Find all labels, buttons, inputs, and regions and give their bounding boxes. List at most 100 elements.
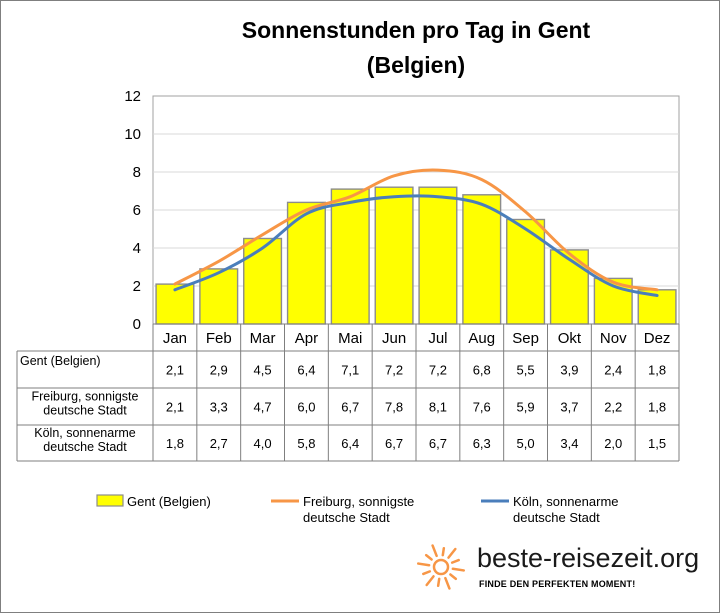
x-tick-label: Sep [512, 330, 539, 347]
bar-feb [199, 268, 239, 325]
data-label: 6,4 [297, 363, 315, 378]
x-tick-label: Nov [600, 330, 627, 347]
data-label: 3,7 [560, 400, 578, 415]
x-tick-label: Jan [163, 330, 187, 347]
row-label: deutsche Stadt [43, 404, 127, 418]
legend-swatch-0 [96, 494, 124, 507]
data-label: 4,7 [254, 400, 272, 415]
bar-mar [243, 237, 283, 325]
data-label: 3,9 [560, 363, 578, 378]
x-tick-label: Jun [382, 330, 406, 347]
data-label: 2,1 [166, 400, 184, 415]
x-tick-label: Apr [295, 330, 318, 347]
legend: Gent (Belgien) Freiburg, sonnigstedeutsch… [96, 494, 619, 525]
sun-core [432, 558, 450, 576]
x-tick-label: Jul [428, 330, 447, 347]
x-tick-label: Dez [644, 330, 671, 347]
x-tick-label: Okt [558, 330, 582, 347]
y-tick-label: 8 [133, 164, 141, 181]
sun-ray [425, 575, 435, 587]
data-label: 6,7 [385, 436, 403, 451]
sun-ray [441, 546, 446, 557]
bar-jul [418, 186, 458, 325]
brand-site[interactable]: beste-reisezeit.org [477, 543, 699, 573]
data-label: 7,6 [473, 400, 491, 415]
row-label: deutsche Stadt [43, 440, 127, 454]
sun-ray [450, 558, 460, 564]
data-label: 6,3 [473, 436, 491, 451]
data-label: 2,7 [210, 436, 228, 451]
bar-mai [330, 188, 370, 325]
data-label: 6,0 [297, 400, 315, 415]
data-label: 5,0 [517, 436, 535, 451]
sun-ray [436, 577, 441, 588]
sun-ray [447, 547, 457, 559]
bars-layer [155, 186, 677, 325]
row-label: Gent (Belgien) [20, 354, 101, 368]
data-label: 1,8 [166, 436, 184, 451]
legend-label: Köln, sonnenarme [513, 494, 619, 509]
data-label: 8,1 [429, 400, 447, 415]
data-label: 1,8 [648, 400, 666, 415]
y-tick-label: 4 [133, 240, 141, 257]
data-label: 7,1 [341, 363, 359, 378]
sun-logo-icon [417, 544, 465, 590]
data-table: Jan Feb Mar Apr Mai Jun Jul Aug Sep Okt Nov Dez Gent… [16, 323, 680, 462]
bar-jun [374, 186, 414, 325]
data-label: 5,5 [517, 363, 535, 378]
data-label: 2,0 [604, 436, 622, 451]
data-label: 5,8 [297, 436, 315, 451]
chart-title-line-2: (Belgien) [367, 52, 465, 78]
data-label: 4,0 [254, 436, 272, 451]
bar-apr [286, 201, 326, 325]
sun-ray [451, 567, 465, 572]
y-tick-label: 10 [124, 126, 141, 143]
line-series-1 [173, 168, 659, 292]
chart-title-line-1: Sonnenstunden pro Tag in Gent [242, 17, 591, 43]
sun-ray [424, 553, 433, 561]
data-label: 7,2 [385, 363, 403, 378]
x-tick-label: Feb [206, 330, 232, 347]
bar-okt [549, 249, 589, 325]
y-tick-label: 2 [133, 278, 141, 295]
data-label: 3,4 [560, 436, 578, 451]
row-label: Freiburg, sonnigste [31, 390, 138, 404]
x-tick-label: Mar [250, 330, 276, 347]
legend-label: Gent (Belgien) [127, 494, 211, 509]
x-tick-label: Aug [468, 330, 495, 347]
brand-tagline: FINDE DEN PERFEKTEN MOMENT! [479, 579, 635, 589]
data-label: 2,4 [604, 363, 622, 378]
lines-layer [173, 168, 659, 297]
data-label: 6,7 [341, 400, 359, 415]
data-label: 6,8 [473, 363, 491, 378]
legend-label: deutsche Stadt [303, 510, 390, 525]
y-tick-label: 6 [133, 202, 141, 219]
data-label: 6,7 [429, 436, 447, 451]
bar-aug [462, 194, 502, 325]
data-label: 5,9 [517, 400, 535, 415]
x-tick-label: Mai [338, 330, 362, 347]
legend-label: deutsche Stadt [513, 510, 600, 525]
data-label: 2,2 [604, 400, 622, 415]
y-axis: 0 2 4 6 8 10 12 [124, 88, 141, 333]
data-label: 1,8 [648, 363, 666, 378]
y-tick-label: 0 [133, 316, 141, 333]
bar-sep [506, 218, 546, 325]
data-label: 2,9 [210, 363, 228, 378]
data-label: 1,5 [648, 436, 666, 451]
data-label: 7,8 [385, 400, 403, 415]
sun-ray [431, 544, 438, 558]
branding: beste-reisezeit.org FINDE DEN PERFEKTEN … [417, 543, 699, 590]
data-label: 7,2 [429, 363, 447, 378]
y-tick-label: 12 [124, 88, 141, 105]
data-label: 3,3 [210, 400, 228, 415]
data-label: 6,4 [341, 436, 359, 451]
row-label: Köln, sonnenarme [34, 426, 136, 440]
sun-ray [449, 573, 458, 581]
sun-ray [444, 576, 451, 590]
data-label: 4,5 [254, 363, 272, 378]
sun-ray [417, 562, 431, 567]
line-series-2 [173, 194, 659, 297]
